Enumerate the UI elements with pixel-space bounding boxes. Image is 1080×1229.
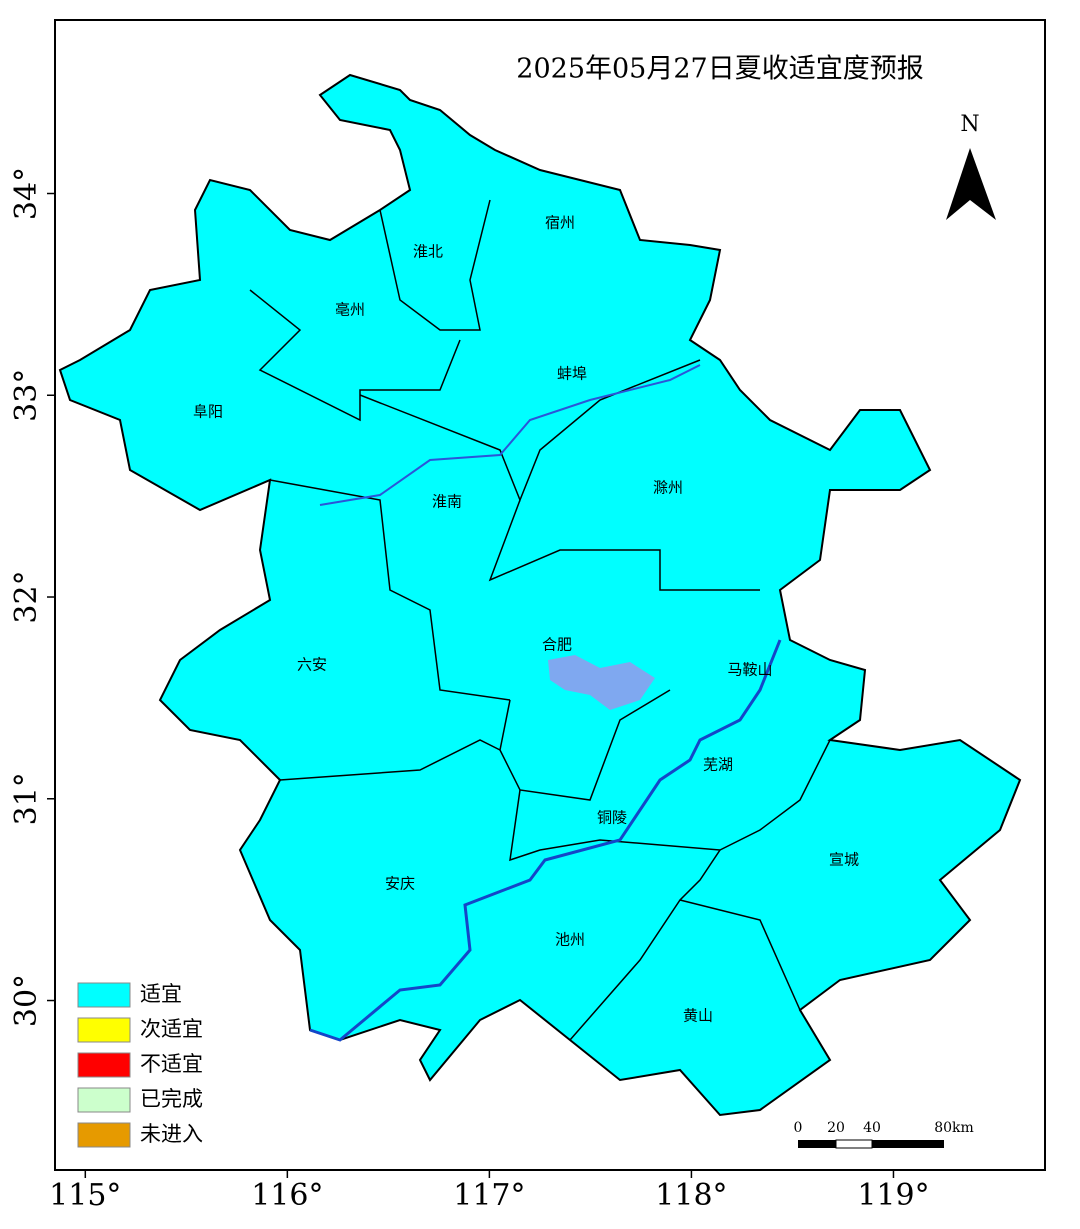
scale-label: 0 <box>794 1120 803 1136</box>
city-label: 阜阳 <box>193 403 223 421</box>
city-label: 合肥 <box>542 636 572 654</box>
city-label: 蚌埠 <box>557 365 587 383</box>
map-title: 2025年05月27日夏收适宜度预报 <box>516 54 923 85</box>
legend-label: 次适宜 <box>140 1017 203 1041</box>
boundary <box>379 199 491 331</box>
legend-swatch <box>77 1052 131 1078</box>
scale-segment <box>872 1140 944 1148</box>
legend-swatch <box>77 1017 131 1043</box>
legend-swatch <box>77 1087 131 1113</box>
boundary <box>488 499 760 591</box>
river <box>319 364 701 506</box>
city-label: 铜陵 <box>597 809 627 827</box>
legend-swatch <box>77 982 131 1008</box>
city-label: 六安 <box>297 656 327 674</box>
north-label: N <box>960 112 979 137</box>
y-tick-label: 30° <box>9 974 44 1027</box>
scale-label: 80km <box>934 1120 974 1136</box>
boundary <box>249 289 461 422</box>
city-label: 宿州 <box>545 214 575 232</box>
city-label: 黄山 <box>683 1007 713 1025</box>
x-tick-label: 116° <box>251 1178 323 1213</box>
legend-label: 未进入 <box>140 1122 203 1146</box>
city-label: 亳州 <box>335 301 365 319</box>
city-label: 安庆 <box>385 875 415 893</box>
city-label: 芜湖 <box>703 756 733 774</box>
city-label: 滁州 <box>653 479 683 497</box>
x-tick-label: 117° <box>453 1178 525 1213</box>
scale-bar: 0 20 40 80km <box>794 1120 974 1149</box>
legend-label: 适宜 <box>140 982 182 1006</box>
x-tick-label: 118° <box>655 1178 727 1213</box>
city-label: 淮南 <box>432 493 462 511</box>
north-arrow <box>946 148 996 220</box>
city-boundaries <box>249 199 831 1041</box>
city-label: 淮北 <box>413 243 443 261</box>
city-label: 宣城 <box>829 851 859 869</box>
lake <box>548 655 655 710</box>
city-label: 马鞍山 <box>727 661 772 679</box>
legend-label: 不适宜 <box>140 1052 203 1076</box>
city-label: 池州 <box>555 931 585 949</box>
y-tick-label: 31° <box>9 772 44 825</box>
legend-swatch <box>77 1122 131 1148</box>
y-tick-label: 33° <box>9 369 44 422</box>
x-tick-label: 119° <box>857 1178 929 1213</box>
boundary <box>679 899 801 1011</box>
scale-segment <box>835 1139 873 1149</box>
province-area <box>58 73 1022 1117</box>
x-tick-label: 115° <box>49 1178 121 1213</box>
boundary <box>269 479 511 701</box>
boundary <box>719 739 831 851</box>
scale-label: 40 <box>863 1120 881 1136</box>
boundary <box>279 739 501 781</box>
legend-label: 已完成 <box>140 1087 203 1111</box>
scale-label: 20 <box>827 1120 845 1136</box>
scale-segment <box>798 1140 836 1148</box>
y-tick-label: 32° <box>9 570 44 623</box>
boundary <box>499 689 671 801</box>
city-labels: 淮北 宿州 亳州 蚌埠 阜阳 淮南 滁州 六安 合肥 马鞍山 芜湖 铜陵 宣城 … <box>193 214 859 1025</box>
y-tick-label: 34° <box>9 167 44 220</box>
river <box>309 639 782 1042</box>
